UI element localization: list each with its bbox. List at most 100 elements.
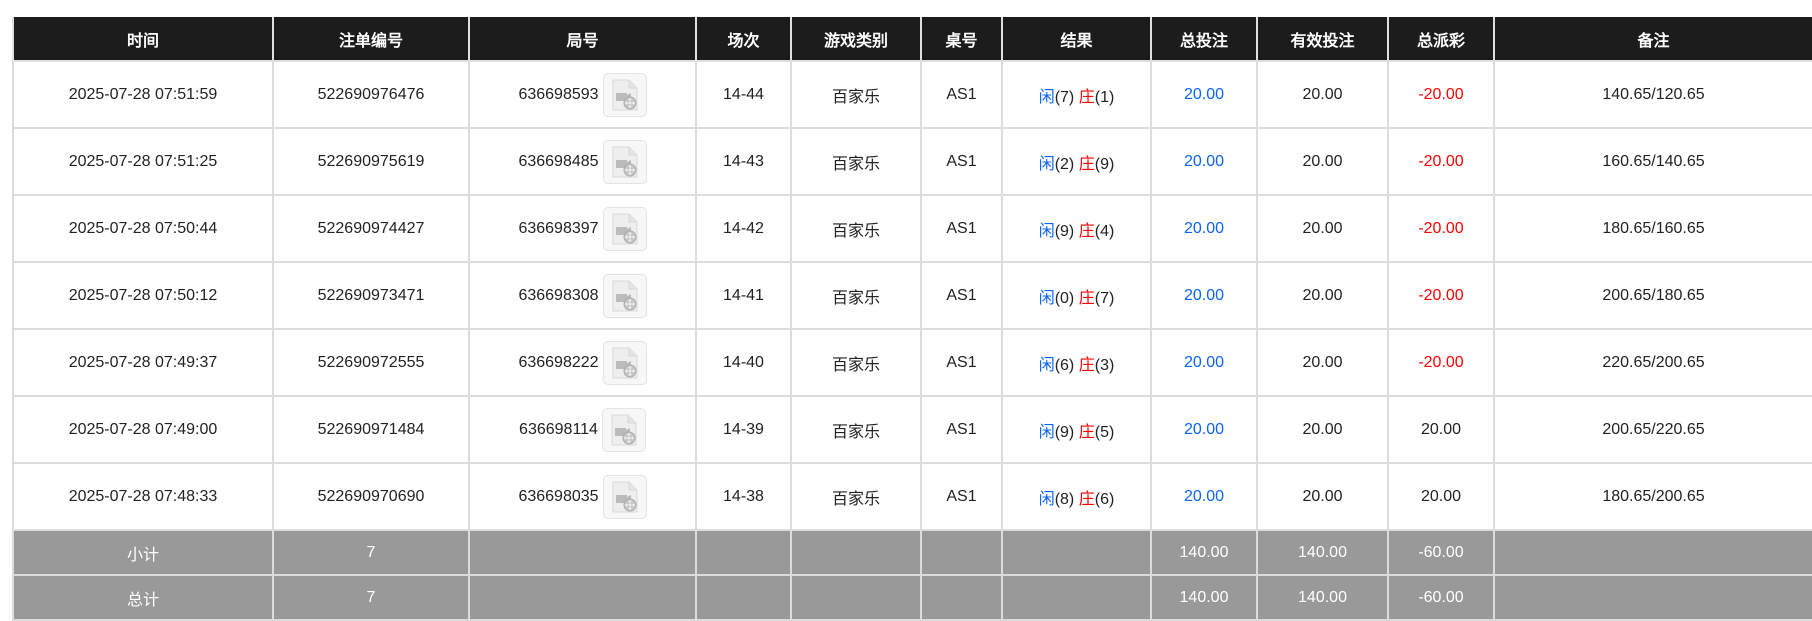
game-type: 百家乐 <box>790 328 922 397</box>
note: 220.65/200.65 <box>1493 328 1812 397</box>
video-replay-icon[interactable] <box>601 407 646 452</box>
summary-label: 小计 <box>12 529 274 576</box>
column-header: 总投注 <box>1150 17 1258 62</box>
video-replay-icon[interactable] <box>602 72 647 117</box>
column-header: 有效投注 <box>1256 17 1389 62</box>
column-header: 局号 <box>468 17 697 62</box>
player-score: (6) <box>1054 356 1075 374</box>
player-score: (9) <box>1054 423 1075 441</box>
banker-label: 庄 <box>1078 155 1095 173</box>
empty-cell <box>790 574 922 621</box>
player-label: 闲 <box>1038 356 1055 374</box>
bet-id: 522690973471 <box>272 261 470 330</box>
bet-time: 2025-07-28 07:50:12 <box>12 261 274 330</box>
empty-cell <box>1001 574 1152 621</box>
empty-cell <box>468 529 697 576</box>
game-type: 百家乐 <box>790 395 922 464</box>
valid-bet: 20.00 <box>1256 127 1389 196</box>
video-replay-icon[interactable] <box>602 340 647 385</box>
round-number: 636698397 <box>518 219 599 237</box>
payout: -20.00 <box>1387 261 1495 330</box>
column-header: 场次 <box>695 17 792 62</box>
video-replay-icon[interactable] <box>602 139 647 184</box>
banker-score: (6) <box>1094 490 1115 508</box>
empty-cell <box>920 574 1003 621</box>
column-header: 备注 <box>1493 17 1812 62</box>
banker-label: 庄 <box>1078 423 1095 441</box>
shoe-number: 14-38 <box>695 462 792 531</box>
valid-bet: 20.00 <box>1256 194 1389 263</box>
banker-score: (9) <box>1094 155 1115 173</box>
round-number: 636698222 <box>518 353 599 371</box>
table-id: AS1 <box>920 462 1003 531</box>
total-bet: 20.00 <box>1150 261 1258 330</box>
player-label: 闲 <box>1038 155 1055 173</box>
payout: -20.00 <box>1387 328 1495 397</box>
bet-time: 2025-07-28 07:51:59 <box>12 60 274 129</box>
empty-cell <box>1001 529 1152 576</box>
banker-label: 庄 <box>1078 356 1095 374</box>
payout: -20.00 <box>1387 194 1495 263</box>
shoe-number: 14-44 <box>695 60 792 129</box>
bet-id: 522690970690 <box>272 462 470 531</box>
payout: -20.00 <box>1387 127 1495 196</box>
round-id: 636698114 <box>468 395 697 464</box>
summary-count: 7 <box>272 574 470 621</box>
empty-cell <box>1493 529 1812 576</box>
table-id: AS1 <box>920 261 1003 330</box>
summary-total-bet: 140.00 <box>1150 574 1258 621</box>
empty-cell <box>920 529 1003 576</box>
note: 160.65/140.65 <box>1493 127 1812 196</box>
empty-cell <box>468 574 697 621</box>
table-header: 时间 注单编号 局号 场次 游戏类别 桌号 结果 总投注 有效投注 总派彩 备注 <box>12 17 1812 62</box>
game-type: 百家乐 <box>790 60 922 129</box>
bet-id: 522690974427 <box>272 194 470 263</box>
note: 180.65/160.65 <box>1493 194 1812 263</box>
payout: 20.00 <box>1387 462 1495 531</box>
result: 闲(0) 庄(7) <box>1001 261 1152 330</box>
column-header: 总派彩 <box>1387 17 1495 62</box>
shoe-number: 14-43 <box>695 127 792 196</box>
bet-id: 522690971484 <box>272 395 470 464</box>
player-label: 闲 <box>1038 490 1055 508</box>
table-row: 2025-07-28 07:51:59 522690976476 636698593… <box>12 60 1812 129</box>
column-header: 桌号 <box>920 17 1003 62</box>
empty-cell <box>695 574 792 621</box>
banker-score: (7) <box>1094 289 1115 307</box>
player-label: 闲 <box>1038 222 1055 240</box>
summary-valid-bet: 140.00 <box>1256 529 1389 576</box>
table-row: 2025-07-28 07:50:44 522690974427 636698397… <box>12 194 1812 263</box>
player-score: (9) <box>1054 222 1075 240</box>
round-id: 636698593 <box>468 60 697 129</box>
player-score: (0) <box>1054 289 1075 307</box>
table-id: AS1 <box>920 127 1003 196</box>
empty-cell <box>695 529 792 576</box>
video-replay-icon[interactable] <box>602 273 647 318</box>
video-replay-icon[interactable] <box>602 474 647 519</box>
valid-bet: 20.00 <box>1256 328 1389 397</box>
round-number: 636698114 <box>519 420 598 438</box>
video-replay-icon[interactable] <box>602 206 647 251</box>
result: 闲(9) 庄(5) <box>1001 395 1152 464</box>
total-bet: 20.00 <box>1150 127 1258 196</box>
column-header: 游戏类别 <box>790 17 922 62</box>
player-score: (8) <box>1054 490 1075 508</box>
table-row: 2025-07-28 07:48:33 522690970690 636698035… <box>12 462 1812 531</box>
subtotal-row: 小计 7 140.00 140.00 -60.00 <box>12 529 1812 576</box>
banker-score: (1) <box>1094 88 1115 106</box>
player-score: (7) <box>1054 88 1075 106</box>
table-row: 2025-07-28 07:49:00 522690971484 636698114… <box>12 395 1812 464</box>
table-id: AS1 <box>920 395 1003 464</box>
bet-id: 522690972555 <box>272 328 470 397</box>
note: 200.65/180.65 <box>1493 261 1812 330</box>
bet-time: 2025-07-28 07:49:00 <box>12 395 274 464</box>
banker-label: 庄 <box>1078 289 1095 307</box>
summary-total-bet: 140.00 <box>1150 529 1258 576</box>
banker-label: 庄 <box>1078 88 1095 106</box>
round-id: 636698485 <box>468 127 697 196</box>
valid-bet: 20.00 <box>1256 395 1389 464</box>
payout: 20.00 <box>1387 395 1495 464</box>
round-number: 636698308 <box>518 286 599 304</box>
valid-bet: 20.00 <box>1256 462 1389 531</box>
shoe-number: 14-41 <box>695 261 792 330</box>
